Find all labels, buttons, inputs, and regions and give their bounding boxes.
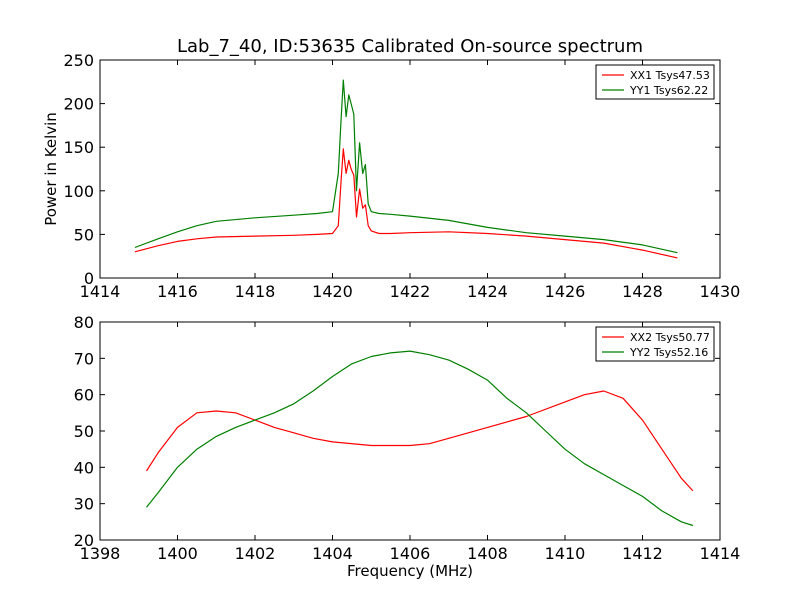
- y-tick-label: 60: [74, 386, 94, 405]
- x-tick-label: 1400: [157, 544, 198, 563]
- x-tick-label: 1410: [545, 544, 586, 563]
- legend: XX2 Tsys50.77 YY2 Tsys52.16: [595, 326, 715, 362]
- series-line-yy1: [134, 79, 678, 254]
- legend-label: XX1 Tsys47.53: [630, 69, 710, 82]
- x-tick-label: 1416: [157, 282, 198, 301]
- chart-title: Lab_7_40, ID:53635 Calibrated On-source …: [177, 36, 643, 57]
- y-tick-label: 200: [63, 95, 94, 114]
- y-tick-label: 250: [63, 51, 94, 70]
- series-group: [134, 79, 678, 259]
- legend-label: YY2 Tsys52.16: [629, 346, 708, 359]
- y-tick-label: 40: [74, 458, 94, 477]
- y-tick-label: 70: [74, 349, 94, 368]
- y-tick-label: 80: [74, 313, 94, 332]
- legend-box: [595, 64, 715, 100]
- x-tick-label: 1426: [545, 282, 586, 301]
- y-tick-label: 150: [63, 138, 94, 157]
- x-tick-label: 1428: [622, 282, 663, 301]
- legend: XX1 Tsys47.53 YY1 Tsys62.22: [595, 64, 715, 100]
- x-tick-label: 1418: [235, 282, 276, 301]
- y-tick-label: 20: [74, 531, 94, 550]
- series-line-xx2: [145, 390, 694, 492]
- x-axis-label: Frequency (MHz): [347, 562, 473, 580]
- x-tick-label: 1402: [235, 544, 276, 563]
- chart-panel-2: 1398 1400 1402 1404 1406 1408 1410 1412 1414 20 30…: [74, 313, 741, 580]
- x-tick-label: 1430: [700, 282, 741, 301]
- x-tick-label: 1408: [467, 544, 508, 563]
- legend-box: [595, 326, 715, 362]
- x-tick-label: 1420: [312, 282, 353, 301]
- y-tick-label: 50: [74, 422, 94, 441]
- series-line-yy2: [146, 350, 694, 527]
- x-tick-label: 1398: [80, 544, 121, 563]
- series-line-xx1: [134, 148, 678, 259]
- legend-label: YY1 Tsys62.22: [629, 84, 708, 97]
- x-tick-label: 1406: [390, 544, 431, 563]
- x-tick-label: 1404: [312, 544, 353, 563]
- x-tick-label: 1422: [390, 282, 431, 301]
- y-tick-label: 30: [74, 495, 94, 514]
- chart-panel-1: 1414 1416 1418 1420 1422 1424 1426 1428 1430 0 50 1…: [42, 36, 740, 301]
- y-tick-label: 0: [84, 269, 94, 288]
- legend-label: XX2 Tsys50.77: [630, 331, 710, 344]
- y-tick-label: 100: [63, 182, 94, 201]
- x-tick-label: 1414: [80, 282, 121, 301]
- x-tick-label: 1424: [467, 282, 508, 301]
- x-tick-label: 1414: [700, 544, 741, 563]
- y-tick-label: 50: [74, 225, 94, 244]
- y-axis-label: Power in Kelvin: [42, 112, 60, 226]
- series-group: [145, 350, 694, 527]
- x-tick-label: 1412: [622, 544, 663, 563]
